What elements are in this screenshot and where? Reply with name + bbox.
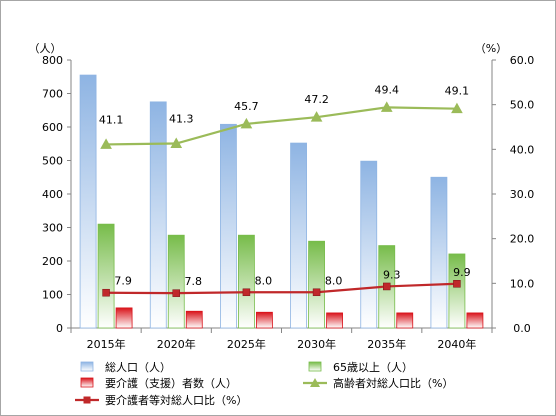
bar-1-2030年	[290, 142, 307, 329]
y-right-tick-label: 20.0	[510, 233, 535, 246]
data-label: 7.9	[114, 275, 132, 288]
bar-2-2015年	[97, 223, 115, 329]
legend-swatch	[308, 361, 322, 372]
data-label: 7.8	[185, 275, 203, 288]
line-point-triangle	[170, 137, 183, 149]
bar-1-2025年	[220, 123, 237, 329]
bar-2-2030年	[308, 240, 325, 329]
line-series-4	[106, 282, 457, 295]
x-tick-label: 2040年	[437, 337, 476, 351]
bar-2-2020年	[167, 234, 185, 329]
data-label: 49.4	[375, 83, 400, 96]
line-point-triangle	[240, 117, 253, 129]
x-tick-label: 2035年	[367, 337, 406, 351]
y-left-tick-label: 400	[42, 188, 63, 201]
legend-label: 高齢者対総人口比（%）	[333, 376, 453, 390]
line-point-triangle	[310, 111, 323, 122]
bar-3-2020年	[185, 310, 203, 329]
x-tick-label: 2030年	[297, 337, 336, 351]
x-tick-label: 2020年	[157, 337, 196, 351]
legend-label: 要介護（支援）者数（人）	[105, 376, 237, 390]
line-series-3	[106, 106, 457, 146]
legend-label: 要介護者等対総人口比（%）	[105, 393, 247, 407]
line-point-square	[383, 282, 391, 291]
line-point-triangle	[451, 102, 463, 114]
y-left-tick-label: 200	[42, 255, 63, 268]
bar-3-2025年	[256, 311, 273, 329]
line-point-square	[453, 280, 461, 288]
data-label: 8.0	[255, 274, 273, 287]
line-point-triangle	[100, 138, 112, 149]
line-point-triangle	[380, 101, 393, 112]
y-left-tick-label: 500	[42, 155, 63, 168]
bar-1-2035年	[360, 160, 378, 329]
legend-swatch	[80, 377, 94, 388]
y-left-tick-label: 800	[42, 54, 63, 67]
legend-label: 65歳以上（人）	[333, 361, 413, 374]
x-tick-label: 2025年	[227, 337, 266, 351]
y-left-tick-label: 600	[42, 121, 63, 134]
line-point-square	[312, 288, 321, 297]
bar-1-2020年	[149, 101, 167, 329]
y-right-unit: （%）	[475, 42, 507, 55]
x-tick-label: 2015年	[87, 337, 126, 351]
y-right-tick-label: 30.0	[510, 188, 535, 201]
y-right-tick-label: 50.0	[510, 99, 535, 112]
y-right-tick-label: 10.0	[510, 277, 535, 290]
bar-1-2040年	[430, 176, 448, 329]
data-label: 8.0	[325, 274, 343, 287]
data-label: 9.9	[453, 266, 471, 279]
bar-2-2025年	[238, 234, 255, 329]
data-label: 47.2	[304, 93, 329, 106]
line-point-square	[172, 289, 180, 297]
y-left-tick-label: 100	[42, 289, 63, 302]
y-left-tick-label: 0	[56, 322, 63, 335]
bar-3-2035年	[396, 312, 414, 329]
y-right-tick-label: 40.0	[510, 143, 535, 156]
data-label: 49.1	[445, 85, 470, 98]
data-label: 45.7	[234, 100, 259, 113]
y-left-tick-label: 300	[42, 222, 63, 235]
line-point-square	[242, 288, 251, 297]
bar-2-2040年	[448, 253, 466, 329]
legend-swatch	[80, 361, 94, 372]
y-right-tick-label: 0.0	[513, 322, 531, 335]
line-point-square	[102, 288, 110, 297]
y-left-tick-label: 700	[42, 88, 63, 101]
y-left-unit: （人）	[29, 42, 62, 55]
data-label: 41.1	[99, 113, 124, 126]
bar-3-2015年	[115, 307, 133, 329]
bar-1-2015年	[79, 74, 97, 329]
legend-marker	[310, 378, 320, 387]
data-label: 41.3	[169, 113, 194, 126]
legend-marker	[83, 396, 91, 404]
bar-3-2040年	[466, 312, 484, 329]
data-label: 9.3	[383, 268, 401, 281]
y-right-tick-label: 60.0	[510, 54, 535, 67]
bar-3-2030年	[326, 312, 343, 329]
legend-label: 総人口（人）	[105, 360, 171, 374]
